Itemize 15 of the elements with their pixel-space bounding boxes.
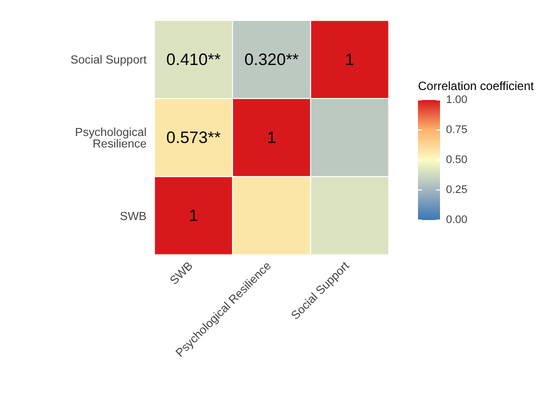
y-tick-label: Social Support — [70, 54, 148, 67]
color-bar-label: 0.50 — [446, 154, 468, 166]
y-tick-label: SWB — [120, 210, 147, 223]
data-label: 1 — [266, 128, 276, 148]
color-bar-label: 0.75 — [446, 124, 468, 136]
data-label: 0.410** — [166, 50, 222, 69]
data-label: 0.573** — [166, 128, 222, 148]
color-bar-label: 1.00 — [446, 94, 468, 106]
data-label: 1 — [345, 50, 354, 69]
data-label: 1 — [188, 206, 198, 226]
color-bar-title: Correlation coefficient — [418, 79, 535, 93]
y-tick-label: Psychological Resilience — [75, 126, 147, 151]
color-bar-label: 0.00 — [446, 214, 468, 226]
color-bar-label: 0.25 — [446, 184, 468, 196]
data-label: 0.320** — [244, 50, 300, 69]
